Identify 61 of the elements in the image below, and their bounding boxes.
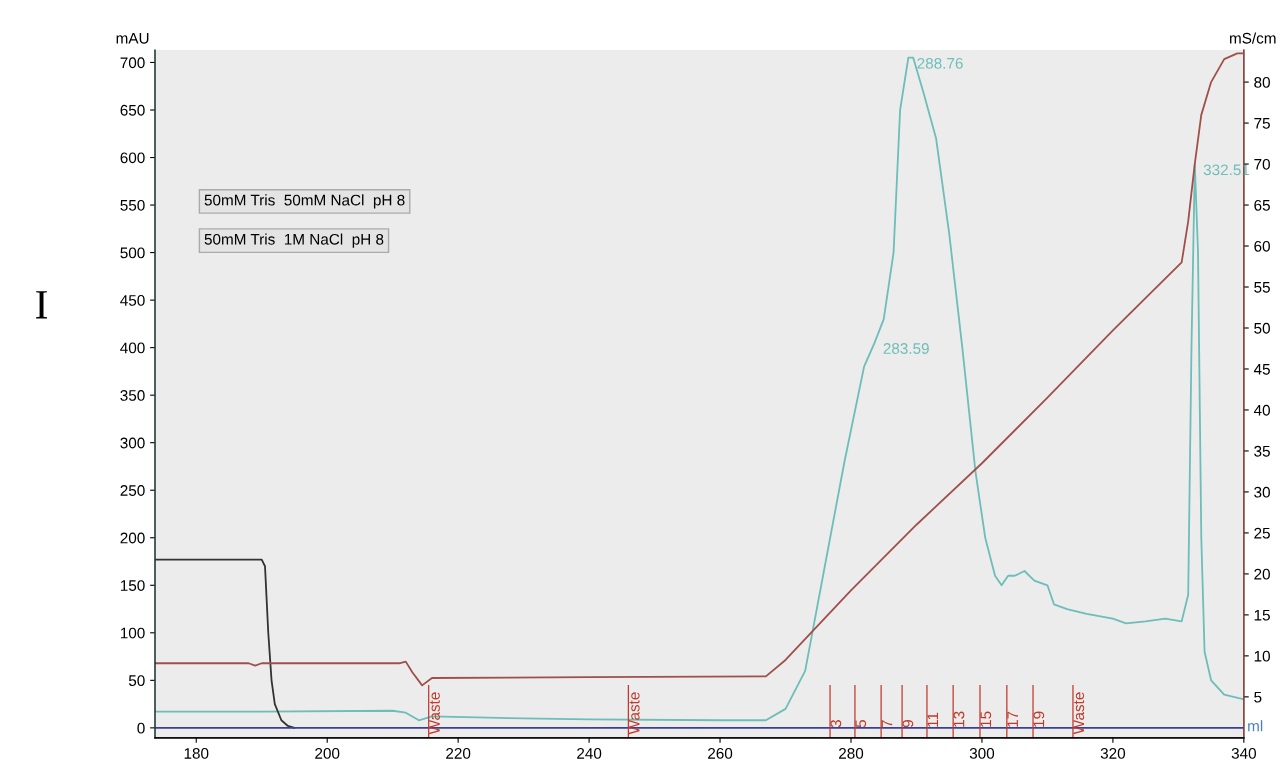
x-tick-label: 340 (1231, 747, 1256, 759)
x-tick-label: 300 (969, 747, 995, 759)
y2-tick-label: 15 (1254, 609, 1270, 621)
y-tick-label: 500 (120, 247, 145, 259)
y2-tick-label: 30 (1254, 486, 1270, 498)
annotation: 50mM Tris 50mM NaCl pH 8 (204, 194, 405, 209)
annotation: 3 (830, 720, 842, 728)
y-tick-label: 550 (120, 199, 145, 211)
y2-axis-title: mS/cm (1230, 32, 1276, 44)
annotation: 288.76 (917, 57, 963, 69)
y-axis-title: mAU (116, 33, 149, 44)
y2-tick-label: 20 (1254, 568, 1270, 580)
x-axis-title: ml (1248, 720, 1263, 732)
y2-tick-label: 40 (1253, 404, 1270, 416)
y-tick-label: 600 (120, 152, 145, 164)
x-tick-label: 320 (1100, 747, 1126, 759)
y-tick-label: 250 (120, 485, 145, 496)
y2-tick-label: 50 (1254, 322, 1270, 334)
y-tick-label: 50 (128, 675, 145, 687)
y2-tick-label: 25 (1254, 527, 1270, 539)
annotation: 13 (953, 711, 965, 727)
y-tick-label: 200 (120, 532, 145, 544)
annotation: 11 (927, 712, 939, 727)
annotation: 9 (902, 720, 914, 728)
y-tick-label: 700 (120, 57, 145, 69)
y2-tick-label: 65 (1254, 199, 1270, 211)
y2-tick-label: 45 (1253, 364, 1270, 375)
y-tick-label: 450 (120, 294, 145, 306)
annotation: 5 (855, 720, 867, 728)
y2-tick-label: 60 (1254, 240, 1270, 252)
y-tick-label: 0 (137, 722, 145, 734)
annotation: 7 (881, 720, 893, 728)
x-tick-label: 260 (708, 747, 733, 759)
line-series (155, 558, 296, 729)
y2-tick-label: 10 (1254, 650, 1270, 662)
y2-tick-label: 75 (1254, 118, 1270, 129)
x-tick-label: 280 (839, 747, 864, 759)
ref-line-label: Waste (628, 692, 640, 735)
y-tick-label: 150 (120, 580, 145, 591)
y2-tick-label: 55 (1254, 282, 1270, 293)
annotation: 17 (1007, 711, 1018, 727)
x-tick-label: 180 (184, 747, 209, 759)
x-tick-label: 220 (446, 747, 471, 759)
y-tick-label: 300 (120, 437, 145, 449)
annotation: 15 (980, 711, 992, 727)
y-tick-label: 350 (120, 390, 145, 401)
y2-tick-label: 5 (1254, 691, 1262, 703)
y-tick-label: 650 (120, 104, 145, 116)
y2-tick-label: 70 (1254, 158, 1270, 170)
text: I (36, 291, 47, 319)
ref-line-label: Waste (1073, 692, 1085, 735)
y2-tick-label: 80 (1254, 76, 1270, 88)
x-tick-label: 200 (315, 747, 340, 759)
annotation: 283.59 (883, 343, 929, 354)
y-tick-label: 400 (120, 342, 145, 354)
ref-line-label: Waste (429, 692, 440, 735)
annotation: 19 (1033, 711, 1045, 727)
y2-tick-label: 35 (1254, 445, 1270, 457)
annotation: 50mM Tris 1M NaCl pH 8 (204, 233, 384, 248)
x-tick-label: 240 (577, 747, 602, 759)
y-tick-label: 100 (120, 627, 145, 639)
